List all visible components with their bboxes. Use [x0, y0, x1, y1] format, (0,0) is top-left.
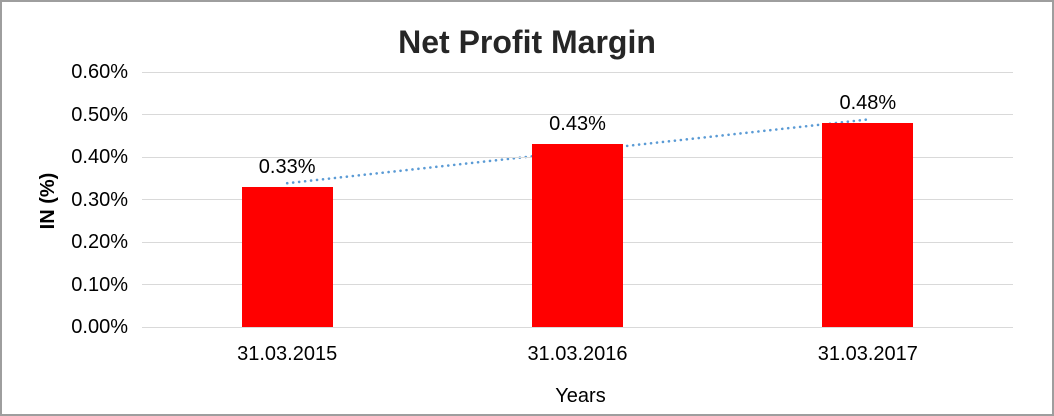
bar: [822, 123, 914, 327]
y-tick-label: 0.40%: [71, 146, 128, 168]
y-tick-label: 0.00%: [71, 316, 128, 338]
y-tick-label: 0.30%: [71, 188, 128, 211]
y-tick-label: 0.60%: [71, 61, 128, 83]
x-tick-label: 31.03.2016: [527, 343, 628, 365]
x-tick-label: 31.03.2017: [817, 343, 918, 365]
x-tick-label: 31.03.2015: [237, 343, 338, 365]
bar: [241, 186, 333, 327]
chart-title: Net Profit Margin: [398, 24, 656, 60]
bar-value-label: 0.43%: [549, 113, 606, 136]
bar-value-label: 0.48%: [839, 92, 897, 114]
y-tick-label: 0.10%: [71, 273, 128, 296]
bar-value-label: 0.33%: [258, 155, 316, 178]
y-tick-label: 0.50%: [71, 103, 128, 126]
gridline: [142, 326, 1013, 328]
y-tick-label: 0.20%: [71, 231, 128, 253]
gridline: [142, 114, 1013, 115]
gridline: [142, 71, 1013, 73]
x-axis-title: Years: [555, 385, 606, 407]
bar: [532, 144, 623, 327]
